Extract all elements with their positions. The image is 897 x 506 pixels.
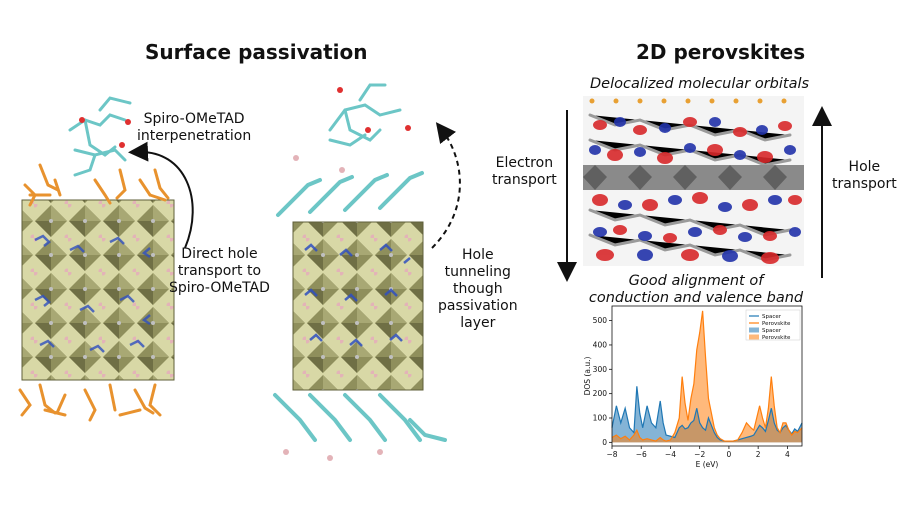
legend-entry: Perovskite [762,335,791,341]
y-tick-label: 200 [593,389,608,398]
legend-patch-2 [749,327,759,333]
electron-transport-label: Electron transport [492,155,557,188]
y-tick-label: 0 [602,438,607,447]
slab-structure-2 [273,83,447,461]
legend-patch-3 [749,334,759,340]
alignment-caption-2: conduction and valence band [588,290,804,306]
x-tick-label: −4 [665,450,676,459]
spiro-label: Spiro-OMeTAD interpenetration [137,111,252,144]
y-tick-label: 300 [593,365,608,374]
area-spacer [612,386,802,443]
x-tick-label: −2 [694,450,705,459]
legend-entry: Spacer [762,314,782,320]
x-tick-label: −8 [606,450,617,459]
2d-perovskites-title: 2D perovskites [636,40,806,64]
molecular-orbitals-image [583,96,804,266]
y-tick-label: 500 [593,316,608,325]
slab-structure-1 [18,96,175,422]
tunneling-label: Hole tunneling though passivation layer [438,247,518,331]
y-tick-label: 400 [593,340,608,349]
x-tick-label: −6 [636,450,647,459]
plot-frame [611,305,803,447]
y-axis-label: DOS (a.u.) [583,357,592,396]
line-spacer [611,386,803,442]
orbitals-caption: Delocalized molecular orbitals [590,76,810,92]
line-perovskite [611,310,803,442]
x-axis-label: E (eV) [696,460,719,469]
area-perovskite [612,310,802,443]
direct-transport-arrow [128,141,194,249]
alignment-caption-1: Good alignment of [628,273,764,289]
direct-transport-label: Direct hole transport to Spiro-OMeTAD [169,246,270,296]
x-tick-label: 0 [727,450,732,459]
x-tick-label: 2 [756,450,761,459]
legend-entry: Spacer [762,328,782,334]
surface-passivation-title: Surface passivation [145,40,368,64]
legend-entry: Perovskite [762,321,791,327]
legend-box [745,309,801,341]
hole-transport-label: Hole transport [832,159,897,192]
x-tick-label: 4 [785,450,790,459]
y-tick-label: 100 [593,414,608,423]
